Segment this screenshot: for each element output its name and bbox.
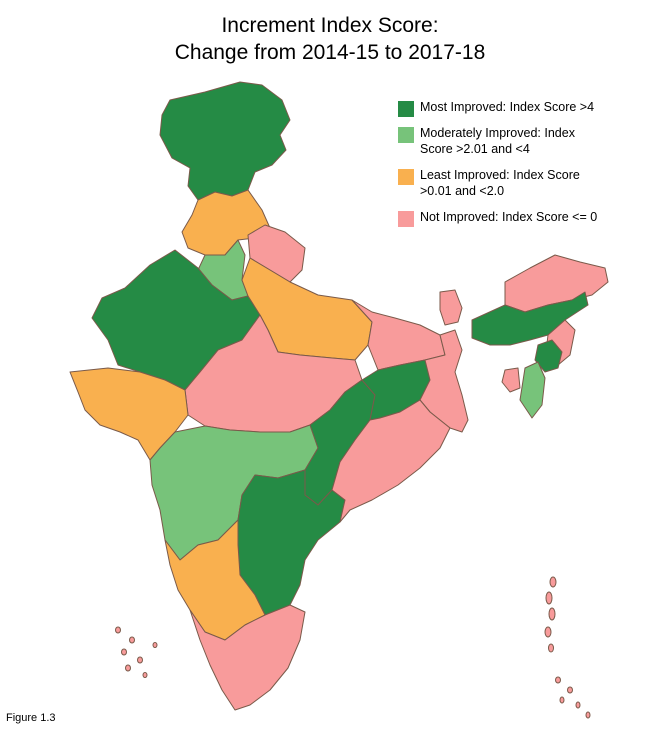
legend-label-most-improved: Most Improved: Index Score >4 [420, 100, 595, 114]
region-north-east-small [439, 289, 463, 326]
region-east-coast-north [419, 329, 469, 433]
map-legend: Most Improved: Index Score >4 Moderately… [398, 99, 608, 235]
eastern-islands [544, 576, 591, 719]
legend-label-not-improved: Not Improved: Index Score <= 0 [420, 210, 598, 224]
figure-label: Figure 1.3 [6, 712, 56, 724]
legend-swatch-least-improved [398, 169, 414, 185]
map-title-line-2: Change from 2014-15 to 2017-18 [174, 41, 486, 64]
region-north-east-tip [519, 361, 546, 419]
region-east-coast [331, 399, 451, 523]
region-north-east-hills-south [534, 339, 563, 373]
legend-item-least-improved: Least Improved: Index Score >0.01 and <2… [398, 167, 608, 199]
region-north-east-west [501, 367, 521, 393]
region-north-east-valley [471, 291, 589, 346]
legend-item-not-improved: Not Improved: Index Score <= 0 [398, 209, 608, 227]
western-islands [115, 626, 158, 678]
region-north-top [159, 81, 291, 201]
legend-item-moderately-improved: Moderately Improved: Index Score >2.01 a… [398, 125, 608, 157]
map-title-line-1: Increment Index Score: [221, 14, 439, 37]
map-title: Increment Index Score: Change from 2014-… [0, 12, 660, 66]
legend-label-least-improved: Least Improved: Index Score >0.01 and <2… [420, 168, 580, 198]
region-south-tip [189, 604, 306, 711]
legend-swatch-moderately-improved [398, 127, 414, 143]
legend-item-most-improved: Most Improved: Index Score >4 [398, 99, 608, 117]
legend-swatch-not-improved [398, 211, 414, 227]
legend-label-moderately-improved: Moderately Improved: Index Score >2.01 a… [420, 126, 575, 156]
legend-swatch-most-improved [398, 101, 414, 117]
